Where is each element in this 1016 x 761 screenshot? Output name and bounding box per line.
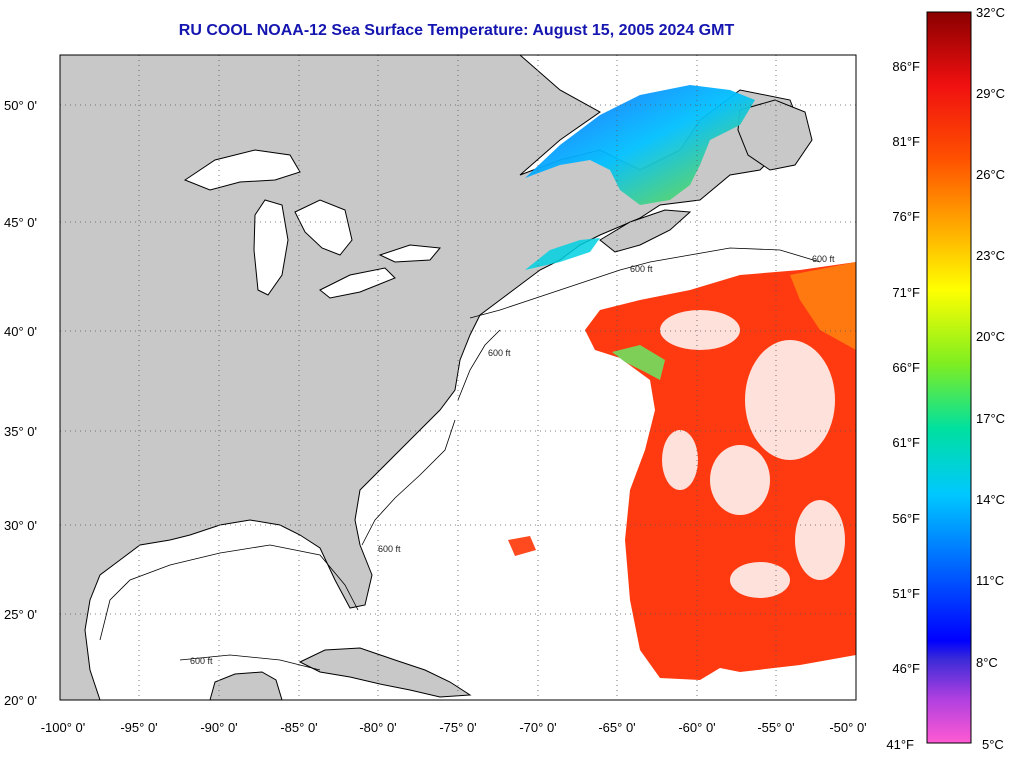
lon-label: -70° 0' bbox=[519, 720, 556, 735]
land-nova-scotia bbox=[599, 209, 692, 253]
lon-label: -55° 0' bbox=[757, 720, 794, 735]
sst-gulf-st-lawrence bbox=[525, 85, 755, 205]
contour-label-bahamas: 600 ft bbox=[378, 544, 401, 554]
sst-fragment bbox=[508, 536, 536, 556]
lon-label: -85° 0' bbox=[280, 720, 317, 735]
map-frame bbox=[59, 54, 857, 701]
longitude-labels: -100° 0' -95° 0' -90° 0' -85° 0' -80° 0'… bbox=[41, 720, 867, 735]
sst-shelf-front bbox=[612, 345, 665, 380]
lat-label: 45° 0' bbox=[4, 215, 37, 230]
celsius-label: 5°C bbox=[982, 737, 1004, 752]
colorbar-celsius-labels: 32°C 29°C 26°C 23°C 20°C 17°C 14°C 11°C … bbox=[976, 5, 1005, 752]
land-newfoundland bbox=[737, 99, 813, 171]
lon-label: -100° 0' bbox=[41, 720, 86, 735]
celsius-label: 17°C bbox=[976, 411, 1005, 426]
contour-label-shelf: 600 ft bbox=[488, 348, 511, 358]
lon-label: -90° 0' bbox=[200, 720, 237, 735]
lon-label: -75° 0' bbox=[439, 720, 476, 735]
sst-orange-band bbox=[790, 262, 856, 350]
lon-label: -95° 0' bbox=[120, 720, 157, 735]
fahrenheit-label: 66°F bbox=[892, 360, 920, 375]
sst-gulf-of-maine bbox=[525, 238, 600, 270]
celsius-label: 23°C bbox=[976, 248, 1005, 263]
fahrenheit-label: 86°F bbox=[892, 59, 920, 74]
fahrenheit-label: 81°F bbox=[892, 134, 920, 149]
lat-label: 30° 0' bbox=[4, 518, 37, 533]
lon-label: -50° 0' bbox=[829, 720, 866, 735]
contour-label-gulf: 600 ft bbox=[190, 656, 213, 666]
celsius-label: 11°C bbox=[976, 573, 1004, 588]
lat-label: 25° 0' bbox=[4, 607, 37, 622]
isobath-contours bbox=[99, 247, 821, 671]
celsius-label: 14°C bbox=[976, 492, 1005, 507]
land-cuba bbox=[298, 647, 472, 698]
colorbar bbox=[926, 11, 972, 744]
celsius-label: 32°C bbox=[976, 5, 1005, 20]
lat-label: 20° 0' bbox=[4, 693, 37, 708]
map-title: RU COOL NOAA-12 Sea Surface Temperature:… bbox=[178, 22, 735, 39]
fahrenheit-label: 76°F bbox=[892, 209, 920, 224]
latitude-labels: 50° 0' 45° 0' 40° 0' 35° 0' 30° 0' 25° 0… bbox=[4, 98, 37, 708]
lon-label: -80° 0' bbox=[359, 720, 396, 735]
colorbar-fahrenheit-labels: 86°F 81°F 76°F 71°F 66°F 61°F 56°F 51°F … bbox=[886, 59, 920, 752]
fahrenheit-label: 56°F bbox=[892, 511, 920, 526]
cloud-patches bbox=[660, 310, 845, 598]
lon-label: -65° 0' bbox=[598, 720, 635, 735]
fahrenheit-label: 41°F bbox=[886, 737, 914, 752]
fahrenheit-label: 61°F bbox=[892, 435, 920, 450]
fahrenheit-label: 51°F bbox=[892, 586, 920, 601]
great-lakes bbox=[183, 149, 441, 299]
land-yucatan bbox=[209, 671, 283, 700]
lat-label: 50° 0' bbox=[4, 98, 37, 113]
fahrenheit-label: 71°F bbox=[892, 285, 920, 300]
celsius-label: 8°C bbox=[976, 655, 998, 670]
lon-label: -60° 0' bbox=[678, 720, 715, 735]
fahrenheit-label: 46°F bbox=[892, 661, 920, 676]
celsius-label: 26°C bbox=[976, 167, 1005, 182]
lat-label: 35° 0' bbox=[4, 424, 37, 439]
contour-label-scotian: 600 ft bbox=[812, 254, 835, 264]
lat-label: 40° 0' bbox=[4, 324, 37, 339]
contour-label-gulf-maine: 600 ft bbox=[630, 264, 653, 274]
celsius-label: 29°C bbox=[976, 86, 1005, 101]
celsius-label: 20°C bbox=[976, 329, 1005, 344]
